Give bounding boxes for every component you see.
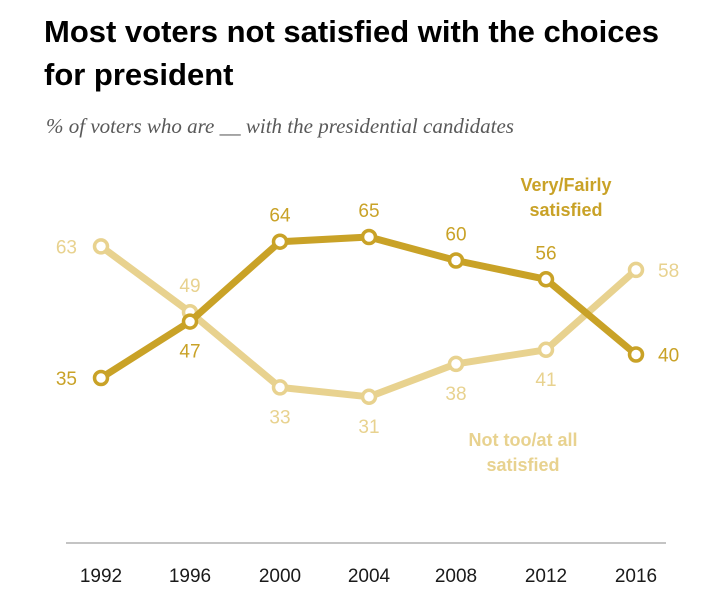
chart-title: Most voters not satisfied with the choic… (44, 14, 659, 92)
x-tick-label: 2012 (525, 566, 567, 587)
data-label: 40 (658, 346, 679, 367)
x-tick-label: 2008 (435, 566, 477, 587)
data-point (447, 252, 465, 269)
series-label: Very/Fairly (520, 175, 611, 195)
series-label: satisfied (529, 200, 602, 220)
x-tick-label: 2004 (348, 566, 391, 587)
x-tick-label: 2016 (615, 566, 657, 587)
data-label: 38 (445, 384, 466, 405)
data-label: 31 (358, 417, 379, 438)
data-label: 60 (445, 225, 466, 246)
data-point (271, 233, 289, 250)
data-label: 33 (269, 407, 290, 428)
chart-subtitle: % of voters who are __ with the presiden… (46, 114, 514, 138)
data-label: 65 (358, 201, 379, 222)
data-point (181, 313, 199, 330)
series-label: satisfied (486, 455, 559, 475)
x-tick-label: 1992 (80, 566, 122, 587)
data-label: 41 (535, 370, 556, 391)
data-point (627, 346, 645, 363)
data-point (92, 238, 110, 255)
data-label: 64 (269, 206, 291, 227)
data-point (537, 341, 555, 359)
data-point (360, 228, 378, 246)
data-point (537, 271, 555, 288)
x-tick-label: 1996 (169, 566, 211, 587)
data-label: 47 (179, 342, 200, 363)
data-point (271, 379, 289, 396)
data-point (627, 261, 645, 279)
data-point (92, 369, 110, 387)
data-point (447, 355, 465, 373)
data-point (360, 388, 378, 406)
data-label: 58 (658, 261, 679, 282)
series-label: Not too/at all (469, 430, 578, 450)
data-label: 35 (56, 369, 77, 390)
data-label: 49 (179, 276, 200, 297)
data-label: 63 (56, 237, 77, 258)
data-label: 56 (535, 243, 556, 264)
x-tick-label: 2000 (259, 566, 301, 587)
